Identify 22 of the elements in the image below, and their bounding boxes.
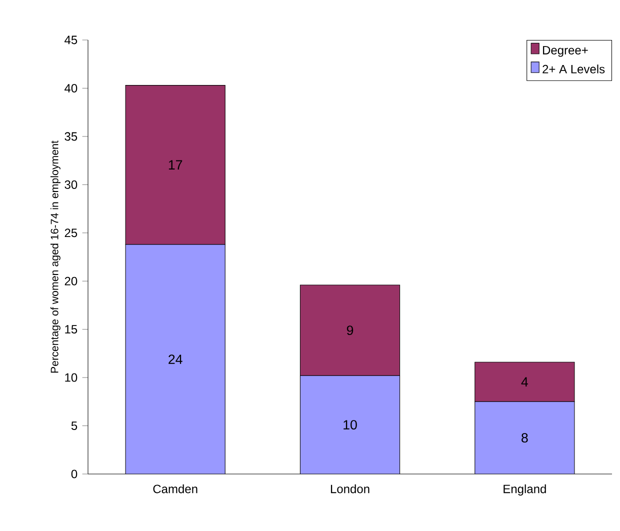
y-tick-label: 20 (64, 276, 78, 286)
y-tick-label: 40 (64, 84, 78, 92)
x-tick-label: Camden (153, 484, 198, 494)
y-tick-label: 30 (64, 180, 78, 189)
data-label: 9 (346, 326, 354, 336)
x-tick-label: London (330, 484, 370, 494)
legend-label: Degree+ (543, 46, 588, 57)
data-label: 24 (168, 354, 182, 364)
y-tick-label: 0 (71, 470, 78, 478)
x-tick-label: England (504, 484, 546, 496)
legend-label: 2+ A Levels (542, 64, 605, 74)
data-label: 4 (521, 377, 528, 386)
data-label: 17 (168, 160, 182, 170)
y-tick-label: 15 (65, 325, 78, 334)
y-tick-label: 5 (71, 422, 78, 430)
y-tick-label: 10 (65, 373, 78, 382)
y-tick-label: 35 (64, 132, 78, 141)
data-label: 10 (344, 420, 357, 430)
y-axis-title: Percentage of women aged 16-74 in employment (50, 140, 60, 373)
y-tick-label: 45 (64, 36, 78, 44)
y-tick-label: 25 (64, 228, 78, 238)
data-label: 8 (522, 433, 528, 443)
